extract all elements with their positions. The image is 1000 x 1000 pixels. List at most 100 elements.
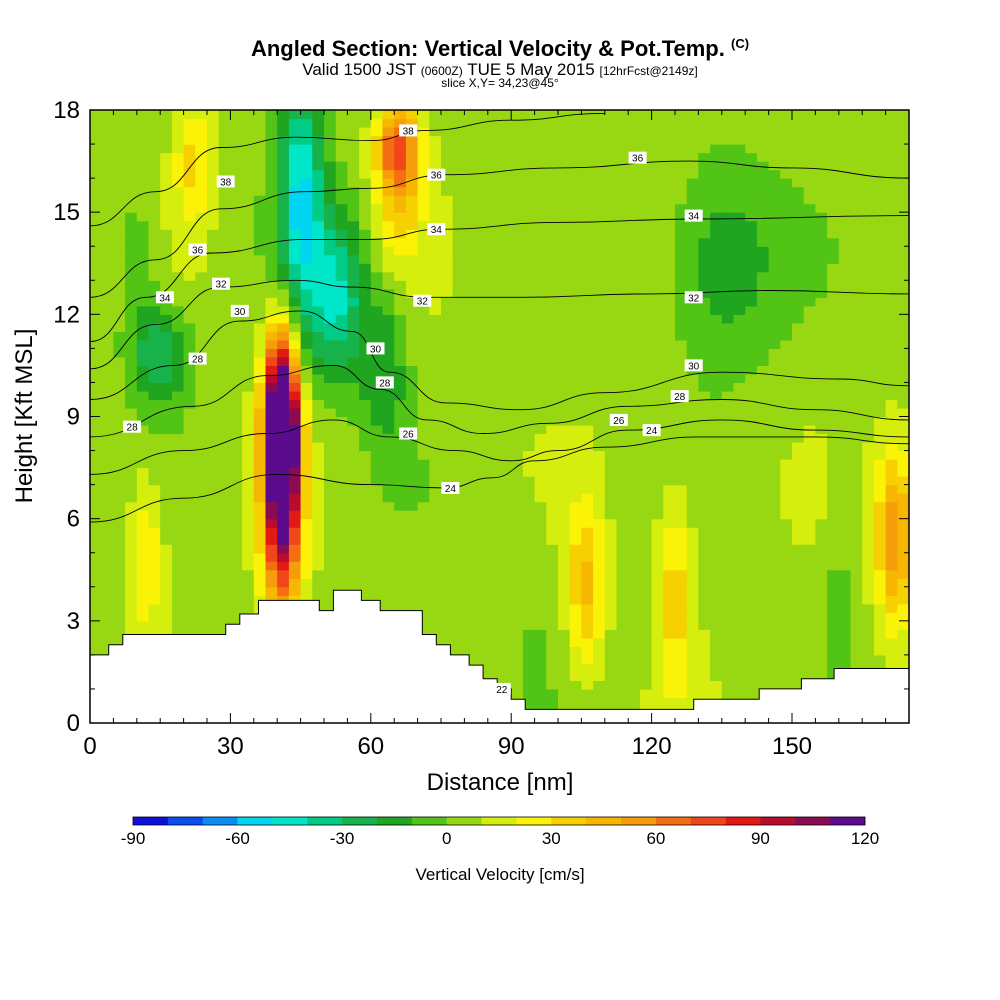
vv-cell <box>721 663 735 673</box>
vv-cell <box>546 416 559 426</box>
vv-cell <box>792 280 805 290</box>
vv-cell <box>792 135 805 145</box>
vv-cell <box>101 195 114 205</box>
vv-cell <box>558 305 571 315</box>
vv-cell <box>90 263 103 273</box>
vv-cell <box>558 118 571 128</box>
vv-cell <box>768 263 781 273</box>
vv-cell <box>768 348 781 358</box>
vv-cell <box>429 110 442 120</box>
vv-cell <box>616 314 629 324</box>
vv-cell <box>862 637 875 647</box>
vv-cell <box>125 484 138 494</box>
vv-cell <box>815 203 828 213</box>
vv-cell <box>476 152 489 162</box>
vv-cell <box>651 339 664 349</box>
vv-cell <box>604 203 618 213</box>
vv-cell <box>756 629 770 639</box>
vv-cell <box>499 203 512 213</box>
vv-cell <box>452 459 465 469</box>
vv-cell <box>616 152 629 162</box>
vv-cell <box>885 373 898 384</box>
vv-cell <box>897 578 909 588</box>
vv-cell <box>873 152 887 162</box>
vv-cell <box>838 561 852 571</box>
vv-cell <box>347 527 360 537</box>
vv-cell <box>394 484 407 494</box>
vv-cell <box>534 595 547 605</box>
vv-cell <box>476 356 489 367</box>
vv-cell <box>698 476 711 486</box>
vv-cell <box>476 484 489 494</box>
vv-cell <box>417 229 430 239</box>
vv-cell <box>745 527 758 537</box>
vv-cell <box>873 237 887 247</box>
vv-cell <box>452 510 465 520</box>
vv-cell <box>616 356 629 367</box>
vv-cell <box>90 586 103 596</box>
vv-cell <box>686 578 699 588</box>
vv-cell <box>405 288 419 298</box>
vv-cell <box>171 297 185 307</box>
vv-cell <box>803 305 816 315</box>
vv-cell <box>300 169 313 179</box>
vv-cell <box>604 186 618 196</box>
vv-cell <box>756 195 770 205</box>
vv-cell <box>862 646 875 656</box>
vv-cell <box>721 425 735 435</box>
vv-cell <box>288 459 302 469</box>
vv-cell <box>90 322 103 332</box>
vv-cell <box>253 152 267 162</box>
vv-cell <box>230 518 243 528</box>
vv-cell <box>452 535 465 545</box>
vv-cell <box>487 144 501 154</box>
vv-cell <box>499 586 512 596</box>
vv-cell <box>253 561 267 571</box>
vv-cell <box>90 229 103 239</box>
vv-cell <box>148 629 161 639</box>
vv-cell <box>171 578 185 588</box>
vv-cell <box>207 220 220 230</box>
vv-cell <box>125 450 138 460</box>
vv-cell <box>218 527 231 537</box>
vv-cell <box>733 195 746 205</box>
vv-cell <box>885 637 898 647</box>
vv-cell <box>136 314 150 324</box>
vv-cell <box>546 390 559 401</box>
vv-cell <box>265 339 278 349</box>
vv-cell <box>300 595 313 605</box>
vv-cell <box>616 348 629 358</box>
vv-cell <box>429 442 442 452</box>
vv-cell <box>476 620 489 630</box>
vv-cell <box>745 467 758 477</box>
vv-cell <box>405 229 419 239</box>
vv-cell <box>324 569 337 579</box>
vv-cell <box>558 680 571 690</box>
vv-cell <box>218 578 231 588</box>
vv-cell <box>710 195 723 205</box>
vv-cell <box>417 331 430 341</box>
vv-cell <box>441 203 454 213</box>
vv-cell <box>639 552 653 562</box>
vv-cell <box>628 407 641 418</box>
vv-cell <box>663 459 676 469</box>
vv-cell <box>487 518 501 528</box>
vv-cell <box>183 595 196 605</box>
vv-cell <box>651 493 664 503</box>
vv-cell <box>838 501 852 511</box>
vv-cell <box>721 331 735 341</box>
vv-cell <box>394 382 407 392</box>
vv-cell <box>792 629 805 639</box>
vv-cell <box>405 195 419 205</box>
vv-cell <box>441 178 454 188</box>
vv-cell <box>370 561 384 571</box>
vv-cell <box>546 314 559 324</box>
vv-cell <box>873 484 887 494</box>
vv-cell <box>347 382 360 392</box>
vv-cell <box>324 484 337 494</box>
vv-cell <box>710 229 723 239</box>
vv-cell <box>745 407 758 418</box>
vv-cell <box>113 356 126 367</box>
vv-cell <box>604 612 618 622</box>
vv-cell <box>651 348 664 358</box>
